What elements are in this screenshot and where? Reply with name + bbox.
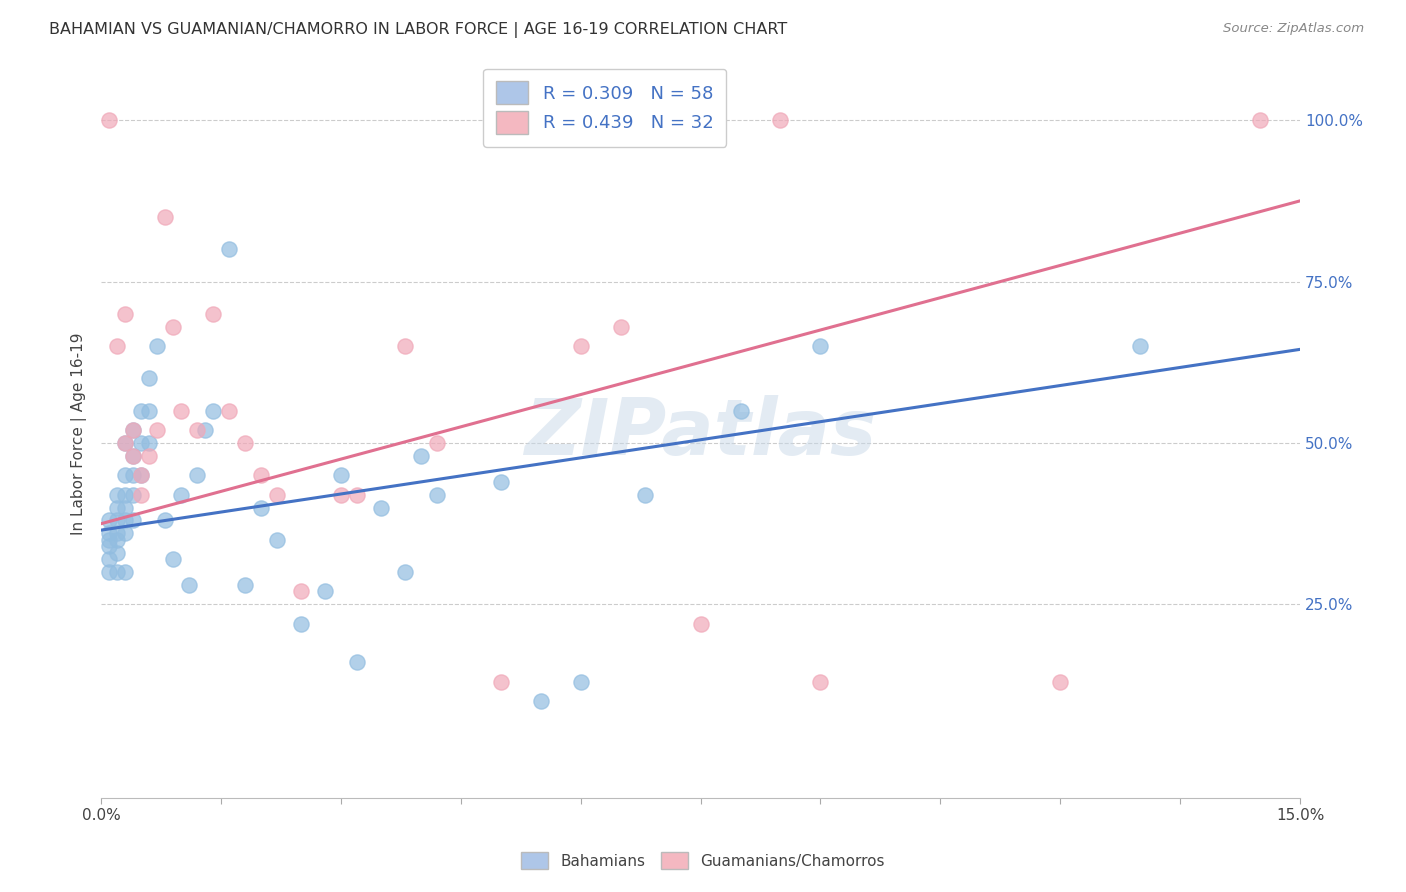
Point xyxy=(146,339,169,353)
Point xyxy=(114,513,136,527)
Text: BAHAMIAN VS GUAMANIAN/CHAMORRO IN LABOR FORCE | AGE 16-19 CORRELATION CHART: BAHAMIAN VS GUAMANIAN/CHAMORRO IN LABOR … xyxy=(49,22,787,38)
Point xyxy=(114,488,136,502)
Point xyxy=(105,500,128,515)
Point xyxy=(129,468,152,483)
Point xyxy=(426,488,449,502)
Point xyxy=(105,488,128,502)
Point xyxy=(218,403,240,417)
Point xyxy=(810,674,832,689)
Point xyxy=(569,674,592,689)
Point xyxy=(162,319,184,334)
Point xyxy=(266,488,288,502)
Point xyxy=(138,371,160,385)
Point xyxy=(1049,674,1071,689)
Point xyxy=(266,533,288,547)
Point xyxy=(530,694,553,708)
Point xyxy=(98,113,121,128)
Point xyxy=(233,578,256,592)
Point xyxy=(114,468,136,483)
Point xyxy=(186,423,208,437)
Point xyxy=(114,307,136,321)
Point xyxy=(153,210,176,224)
Text: ZIPatlas: ZIPatlas xyxy=(524,395,877,471)
Point xyxy=(346,656,368,670)
Legend: R = 0.309   N = 58, R = 0.439   N = 32: R = 0.309 N = 58, R = 0.439 N = 32 xyxy=(484,69,725,146)
Text: Source: ZipAtlas.com: Source: ZipAtlas.com xyxy=(1223,22,1364,36)
Point xyxy=(122,423,145,437)
Point xyxy=(138,436,160,450)
Point xyxy=(114,565,136,579)
Point xyxy=(98,552,121,566)
Point xyxy=(122,449,145,463)
Point xyxy=(250,468,273,483)
Point xyxy=(370,500,392,515)
Point xyxy=(633,488,655,502)
Point xyxy=(105,339,128,353)
Point xyxy=(114,436,136,450)
Point xyxy=(730,403,752,417)
Point xyxy=(177,578,200,592)
Point xyxy=(1249,113,1271,128)
Point xyxy=(489,475,512,489)
Point xyxy=(129,436,152,450)
Point xyxy=(122,423,145,437)
Point xyxy=(122,513,145,527)
Point xyxy=(409,449,432,463)
Point xyxy=(202,307,225,321)
Point xyxy=(122,468,145,483)
Point xyxy=(202,403,225,417)
Point xyxy=(105,546,128,560)
Point xyxy=(329,488,352,502)
Point xyxy=(314,584,336,599)
Point xyxy=(569,339,592,353)
Point xyxy=(129,488,152,502)
Point xyxy=(346,488,368,502)
Point xyxy=(769,113,792,128)
Point xyxy=(162,552,184,566)
Point xyxy=(105,565,128,579)
Point xyxy=(426,436,449,450)
Point xyxy=(170,403,193,417)
Point xyxy=(170,488,193,502)
Point xyxy=(218,242,240,256)
Point xyxy=(250,500,273,515)
Point xyxy=(114,436,136,450)
Point xyxy=(98,533,121,547)
Point xyxy=(114,526,136,541)
Point xyxy=(98,565,121,579)
Point xyxy=(329,468,352,483)
Point xyxy=(1129,339,1152,353)
Point xyxy=(122,488,145,502)
Point xyxy=(153,513,176,527)
Point xyxy=(105,526,128,541)
Point xyxy=(394,565,416,579)
Point xyxy=(146,423,169,437)
Y-axis label: In Labor Force | Age 16-19: In Labor Force | Age 16-19 xyxy=(72,332,87,534)
Point xyxy=(689,616,711,631)
Point xyxy=(105,513,128,527)
Point xyxy=(129,468,152,483)
Point xyxy=(233,436,256,450)
Point xyxy=(129,403,152,417)
Point xyxy=(105,533,128,547)
Point xyxy=(810,339,832,353)
Point xyxy=(290,584,312,599)
Point xyxy=(609,319,631,334)
Point xyxy=(114,500,136,515)
Point xyxy=(98,513,121,527)
Legend: Bahamians, Guamanians/Chamorros: Bahamians, Guamanians/Chamorros xyxy=(515,846,891,875)
Point xyxy=(186,468,208,483)
Point xyxy=(138,449,160,463)
Point xyxy=(290,616,312,631)
Point xyxy=(122,449,145,463)
Point xyxy=(489,674,512,689)
Point xyxy=(394,339,416,353)
Point xyxy=(98,539,121,553)
Point xyxy=(194,423,217,437)
Point xyxy=(98,526,121,541)
Point xyxy=(138,403,160,417)
